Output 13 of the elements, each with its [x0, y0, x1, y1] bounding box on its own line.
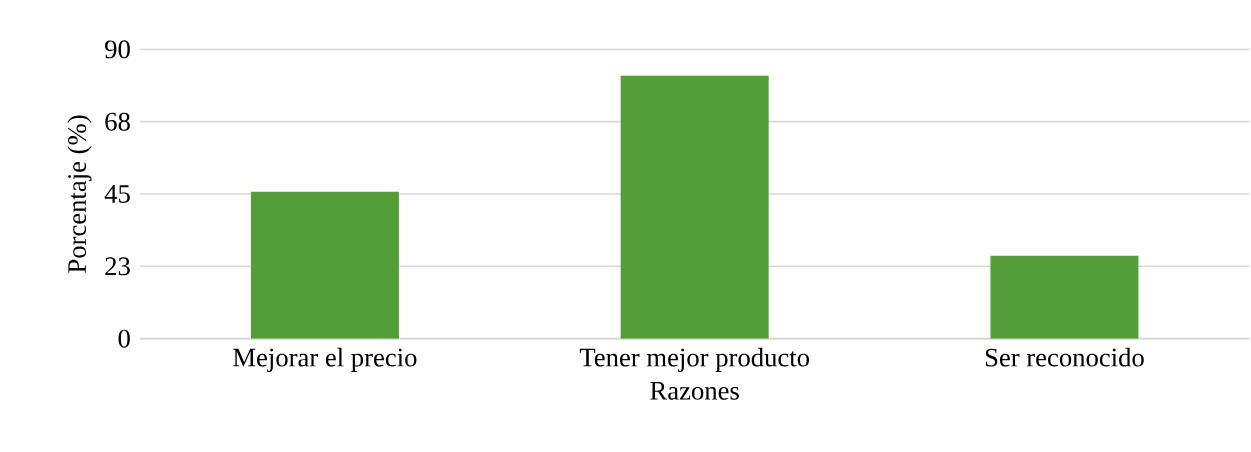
bar: [250, 191, 399, 339]
y-tick-label: 23: [105, 257, 130, 276]
y-tick-label: 0: [118, 329, 130, 348]
y-tick-label: 68: [105, 112, 130, 131]
y-tick-label: 45: [104, 185, 130, 203]
x-axis-title: Razones: [650, 382, 739, 400]
y-axis-title: Porcentaje (%): [67, 115, 92, 273]
y-tick-label: 90: [105, 40, 130, 59]
x-tick-label: Ser reconocido: [985, 347, 1144, 367]
x-tick-label: Tener mejor producto: [579, 347, 809, 372]
bar: [990, 255, 1139, 339]
bar: [620, 75, 769, 339]
x-tick-label: Mejorar el precio: [233, 347, 417, 372]
